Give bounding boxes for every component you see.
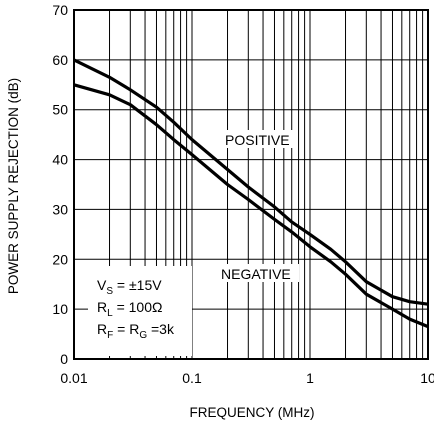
series-lines xyxy=(73,58,429,329)
y-tick-label: 10 xyxy=(52,301,68,317)
y-tick-label: 40 xyxy=(52,152,68,168)
y-tick-label: 30 xyxy=(52,201,68,217)
x-axis-title: FREQUENCY (MHz) xyxy=(189,405,314,420)
x-tick-label: 10 xyxy=(420,370,434,386)
tick-labels: 0.01 0.1 1 10 0 10 20 30 40 50 60 70 xyxy=(52,2,434,386)
x-tick-label: 1 xyxy=(306,370,314,386)
series-label-positive: POSITIVE xyxy=(225,132,290,148)
series-label-negative: NEGATIVE xyxy=(221,266,291,282)
y-tick-label: 50 xyxy=(52,102,68,118)
condition-rf-rg: RF = RG =3k xyxy=(97,321,175,341)
conditions-box xyxy=(88,266,192,356)
y-tick-label: 0 xyxy=(60,351,68,367)
y-tick-label: 70 xyxy=(52,2,68,18)
y-tick-label: 20 xyxy=(52,251,68,267)
y-axis-title: POWER SUPPLY REJECTION (dB) xyxy=(6,78,21,294)
positive-label-bg xyxy=(223,130,297,148)
condition-rl: RL = 100Ω xyxy=(97,299,162,319)
y-tick-label: 60 xyxy=(52,52,68,68)
x-tick-label: 0.01 xyxy=(60,370,87,386)
negative-label-bg xyxy=(219,264,299,282)
plot-frame xyxy=(73,9,429,360)
series-line-negative xyxy=(73,83,429,329)
x-tick-label: 0.1 xyxy=(182,370,202,386)
series-line-positive xyxy=(73,58,429,306)
condition-vs: VS = ±15V xyxy=(97,277,162,297)
